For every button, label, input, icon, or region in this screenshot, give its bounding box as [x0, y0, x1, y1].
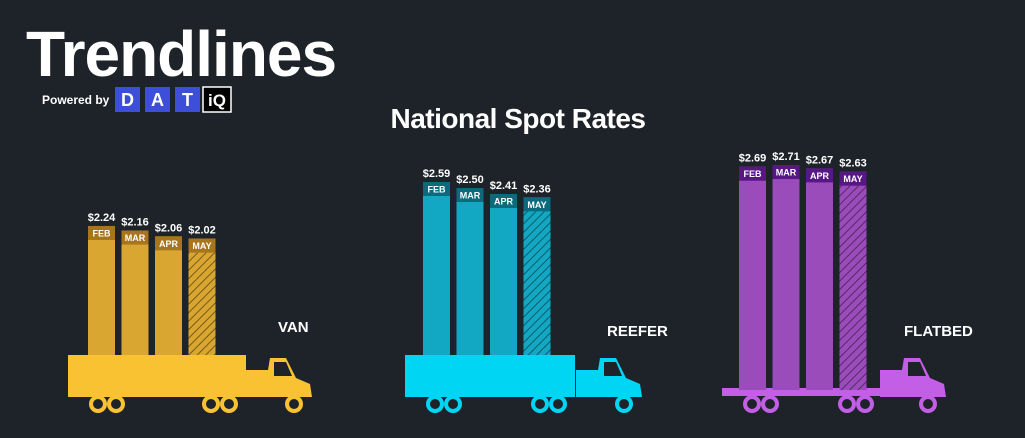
wheel: [444, 395, 462, 413]
value-label: $2.67: [806, 154, 834, 166]
category-tag: [523, 197, 551, 212]
value-label: $2.06: [155, 222, 183, 234]
wheel: [919, 395, 937, 413]
value-label: $2.41: [490, 180, 518, 192]
wheel: [285, 395, 303, 413]
brand-letter: T: [182, 90, 193, 110]
bar: [806, 168, 833, 390]
cab: [576, 358, 642, 397]
category-tag: [490, 194, 517, 209]
window: [274, 362, 292, 376]
category-tag: [739, 166, 766, 181]
title: Trendlines: [26, 18, 336, 90]
category-tag: [456, 188, 484, 202]
value-label: $2.16: [121, 217, 149, 229]
category-label: MAY: [192, 241, 211, 251]
wheel: [107, 395, 125, 413]
wheel: [743, 395, 761, 413]
wheel: [426, 395, 444, 413]
category-tag: [772, 165, 800, 180]
wheel: [838, 395, 856, 413]
category-label: FEB: [744, 169, 763, 179]
wheel: [202, 395, 220, 413]
wheel: [615, 395, 633, 413]
brand-box: [175, 87, 200, 112]
brand-box: [202, 86, 232, 113]
category-tag: [121, 230, 149, 245]
bar: [88, 225, 115, 355]
category-label: FEB: [93, 228, 112, 238]
category-tag: [188, 238, 216, 253]
window: [604, 362, 622, 376]
trailer: [405, 355, 575, 397]
value-label: $2.36: [523, 183, 551, 195]
bar: [121, 230, 149, 355]
category-tag: [839, 171, 867, 186]
value-label: $2.63: [839, 158, 867, 170]
wheel: [856, 395, 874, 413]
brand-suffix: iQ: [208, 91, 226, 110]
truck-chart: FLATBED FEB $2.69 MAR $2.71 APR $2.67 MAY $2.63: [722, 151, 973, 413]
brand-box: [115, 87, 140, 112]
value-label: $2.50: [456, 174, 484, 186]
bar: [456, 188, 484, 355]
category-label: APR: [810, 171, 830, 181]
category-tag: [155, 236, 182, 251]
category-label: APR: [159, 239, 179, 249]
wheel: [761, 395, 779, 413]
wheel: [549, 395, 567, 413]
category-label: MAR: [460, 191, 481, 201]
category-label: FEB: [428, 184, 447, 194]
bar: [490, 194, 517, 355]
cab: [246, 358, 312, 397]
category-tag: [423, 181, 450, 196]
value-label: $2.69: [739, 153, 767, 165]
chart-label: FLATBED: [904, 323, 973, 340]
bar: [155, 236, 182, 355]
trailer: [68, 355, 246, 397]
brand-letter: A: [151, 90, 164, 110]
category-label: MAY: [527, 200, 546, 210]
chart-label: REEFER: [607, 323, 668, 340]
category-label: MAY: [843, 174, 862, 184]
category-label: MAR: [125, 233, 146, 243]
brand-letter: D: [121, 90, 134, 110]
chart-label: VAN: [278, 319, 309, 336]
category-tag: [806, 168, 833, 183]
value-label: $2.24: [88, 212, 116, 224]
category-tag: [88, 225, 115, 240]
category-label: APR: [494, 197, 514, 207]
powered-by: Powered by: [42, 93, 110, 107]
wheel: [89, 395, 107, 413]
bar: [739, 166, 766, 390]
bar: [423, 181, 450, 355]
truck-chart: REEFER FEB $2.59 MAR $2.50 APR $2.41 MAY $2.36: [405, 168, 668, 413]
category-label: MAR: [776, 168, 797, 178]
bar-hatch: [839, 185, 867, 390]
wheel: [220, 395, 238, 413]
cab: [880, 358, 946, 397]
brand-box: [145, 87, 170, 112]
window: [908, 362, 926, 376]
truck-chart: VAN FEB $2.24 MAR $2.16 APR $2.06 MAY $2.02: [68, 212, 312, 413]
value-label: $2.59: [423, 168, 451, 180]
value-label: $2.02: [188, 225, 216, 237]
bar-hatch: [523, 211, 551, 355]
wheel: [531, 395, 549, 413]
trailer: [722, 388, 882, 396]
value-label: $2.71: [772, 151, 800, 163]
subtitle: National Spot Rates: [391, 103, 646, 134]
bar: [772, 165, 800, 390]
bar-hatch: [188, 252, 216, 355]
